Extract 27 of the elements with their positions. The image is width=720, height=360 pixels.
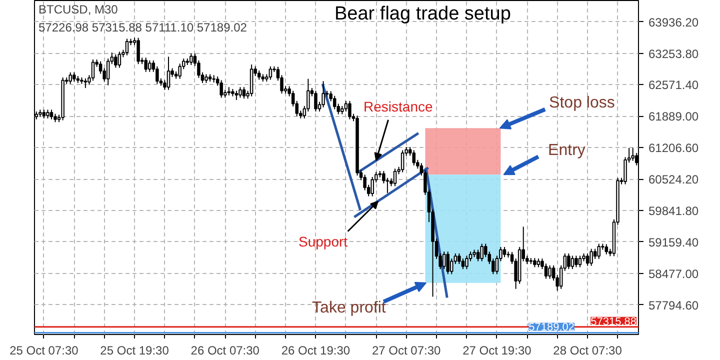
annotation: Stop loss — [549, 94, 615, 112]
x-tick-label: 26 Oct 19:30 — [281, 344, 350, 358]
chart-subtitle: BTCUSD, M30 — [38, 2, 118, 16]
x-tick-label: 25 Oct 19:30 — [100, 344, 170, 358]
ref-line-label: 57189.02 — [528, 322, 575, 334]
y-tick-label: 63936.20 — [648, 15, 699, 30]
ref-line-label: 57315.88 — [590, 316, 637, 328]
annotation: Support — [298, 233, 348, 250]
y-tick-label: 61889.00 — [648, 110, 699, 124]
annotation: Entry — [548, 142, 586, 160]
x-tick-label: 25 Oct 07:30 — [10, 344, 79, 358]
y-tick-label: 58477.00 — [648, 266, 699, 281]
annotation: Take profit — [312, 299, 386, 316]
y-tick-label: 59841.80 — [648, 204, 699, 218]
chart-title: Bear flag trade setup — [334, 4, 511, 24]
y-tick-label: 61206.60 — [648, 141, 699, 156]
x-tick-label: 27 Oct 19:30 — [462, 344, 532, 358]
y-tick-label: 63253.80 — [648, 46, 699, 61]
x-tick-label: 26 Oct 07:30 — [190, 344, 260, 358]
annotation: Resistance — [364, 98, 433, 114]
y-tick-label: 59159.40 — [648, 235, 699, 250]
annotation: 57226.98 57315.88 57111.10 57189.02 — [38, 20, 248, 34]
y-tick-label: 60524.20 — [648, 172, 699, 187]
x-tick-label: 27 Oct 07:30 — [372, 344, 442, 358]
y-tick-label: 57794.60 — [648, 298, 699, 312]
x-tick-label: 28 Oct 07:30 — [553, 344, 622, 358]
y-tick-label: 62571.40 — [648, 78, 699, 92]
